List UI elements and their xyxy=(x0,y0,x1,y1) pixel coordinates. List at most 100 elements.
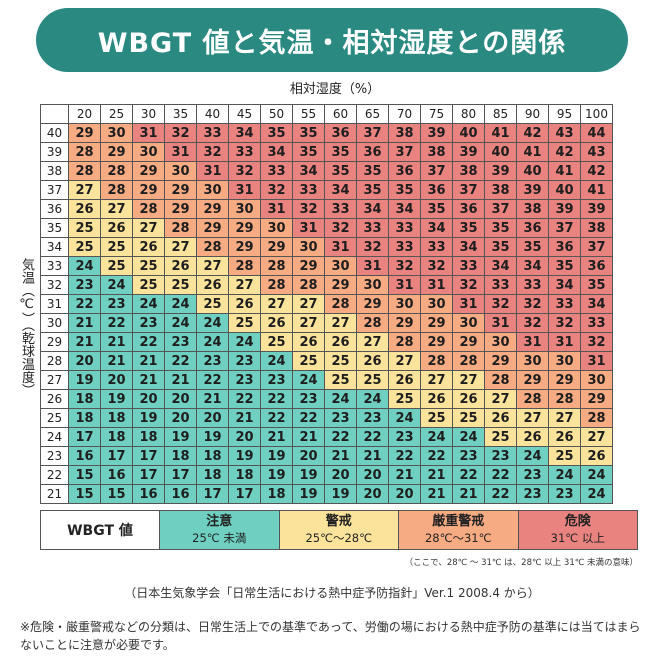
wbgt-cell: 18 xyxy=(100,408,133,428)
wbgt-cell: 34 xyxy=(548,275,581,295)
wbgt-table: 20 25 30 35 40 45 50 55 60 65 70 75 80 85 90 95 100 40 29… xyxy=(40,104,613,504)
table-row: 30 21 22 23 24 24 25 26 27 27 28 29 29 30 31 32 32 33 xyxy=(40,313,613,333)
wbgt-cell: 19 xyxy=(100,389,133,409)
wbgt-cell: 26 xyxy=(68,199,101,219)
wbgt-cell: 28 xyxy=(132,199,165,219)
humidity-col-header: 60 xyxy=(324,104,357,124)
wbgt-cell: 23 xyxy=(228,351,261,371)
wbgt-cell: 28 xyxy=(100,161,133,181)
temperature-axis-label: 気温（℃）（乾球温度） xyxy=(19,258,34,397)
wbgt-cell: 17 xyxy=(132,465,165,485)
wbgt-cell: 37 xyxy=(420,161,453,181)
wbgt-cell: 30 xyxy=(132,142,165,162)
wbgt-cell: 19 xyxy=(68,370,101,390)
wbgt-cell: 26 xyxy=(228,294,261,314)
wbgt-cell: 22 xyxy=(452,465,485,485)
wbgt-cell: 24 xyxy=(228,332,261,352)
wbgt-cell: 40 xyxy=(484,142,517,162)
wbgt-cell: 29 xyxy=(228,237,261,257)
wbgt-cell: 21 xyxy=(164,370,197,390)
wbgt-cell: 23 xyxy=(388,427,421,447)
humidity-col-header: 55 xyxy=(292,104,325,124)
wbgt-cell: 19 xyxy=(228,446,261,466)
wbgt-cell: 34 xyxy=(388,199,421,219)
humidity-col-header: 75 xyxy=(420,104,453,124)
wbgt-cell: 29 xyxy=(388,313,421,333)
wbgt-cell: 39 xyxy=(580,199,613,219)
humidity-col-header: 45 xyxy=(228,104,261,124)
source-citation: （日本生気象学会「日常生活における熱中症予防指針」Ver.1 2008.4 から… xyxy=(124,586,540,600)
wbgt-cell: 17 xyxy=(132,446,165,466)
table-row: 31 22 23 24 24 25 26 27 27 28 29 30 30 31 32 32 33 34 xyxy=(40,294,613,314)
wbgt-cell: 34 xyxy=(228,123,261,143)
wbgt-cell: 31 xyxy=(228,180,261,200)
table-row: 32 23 24 25 25 26 27 28 28 29 30 31 31 32 33 33 34 35 xyxy=(40,275,613,295)
wbgt-cell: 28 xyxy=(580,408,613,428)
temperature-row-header: 40 xyxy=(40,123,69,143)
wbgt-cell: 30 xyxy=(356,275,389,295)
wbgt-cell: 39 xyxy=(548,199,581,219)
wbgt-cell: 27 xyxy=(420,370,453,390)
wbgt-cell: 29 xyxy=(324,275,357,295)
wbgt-cell: 21 xyxy=(100,332,133,352)
legend-note: （ここで、28℃ 〜 31℃ は、28℃ 以上 31℃ 未満の意味） xyxy=(404,558,638,568)
wbgt-cell: 27 xyxy=(388,351,421,371)
table-row: 29 21 21 22 23 24 24 25 26 26 27 28 29 29 30 31 31 32 xyxy=(40,332,613,352)
wbgt-cell: 35 xyxy=(292,123,325,143)
temperature-row-header: 24 xyxy=(40,427,69,447)
wbgt-cell: 30 xyxy=(580,370,613,390)
temperature-row-header: 23 xyxy=(40,446,69,466)
wbgt-cell: 36 xyxy=(516,218,549,238)
legend-head: WBGT 値 xyxy=(41,511,159,549)
table-row: 22 15 16 17 17 18 18 19 19 20 20 21 21 22 22 23 24 24 xyxy=(40,465,613,485)
wbgt-cell: 36 xyxy=(356,142,389,162)
humidity-col-header: 80 xyxy=(452,104,485,124)
wbgt-cell: 20 xyxy=(196,408,229,428)
wbgt-cell: 24 xyxy=(164,294,197,314)
humidity-col-header: 25 xyxy=(100,104,133,124)
wbgt-cell: 30 xyxy=(452,313,485,333)
wbgt-cell: 27 xyxy=(68,180,101,200)
wbgt-cell: 36 xyxy=(452,199,485,219)
temperature-row-header: 39 xyxy=(40,142,69,162)
wbgt-cell: 25 xyxy=(548,446,581,466)
wbgt-cell: 21 xyxy=(132,370,165,390)
wbgt-cell: 31 xyxy=(292,218,325,238)
wbgt-cell: 31 xyxy=(484,313,517,333)
wbgt-cell: 28 xyxy=(484,370,517,390)
wbgt-cell: 32 xyxy=(164,123,197,143)
table-row: 26 18 19 20 20 21 22 22 23 24 24 25 26 26 27 28 28 29 xyxy=(40,389,613,409)
humidity-col-header: 85 xyxy=(484,104,517,124)
wbgt-cell: 15 xyxy=(100,484,133,504)
wbgt-cell: 28 xyxy=(420,351,453,371)
wbgt-cell: 36 xyxy=(548,237,581,257)
wbgt-cell: 26 xyxy=(484,408,517,428)
wbgt-cell: 29 xyxy=(196,199,229,219)
table-corner xyxy=(40,104,69,124)
wbgt-cell: 31 xyxy=(164,142,197,162)
wbgt-cell: 22 xyxy=(68,294,101,314)
wbgt-cell: 20 xyxy=(68,351,101,371)
legend-warning-name: 警戒 xyxy=(325,514,352,529)
wbgt-cell: 26 xyxy=(196,275,229,295)
wbgt-cell: 18 xyxy=(196,465,229,485)
wbgt-cell: 20 xyxy=(388,484,421,504)
wbgt-cell: 26 xyxy=(420,389,453,409)
wbgt-cell: 25 xyxy=(100,256,133,276)
wbgt-cell: 18 xyxy=(228,465,261,485)
wbgt-cell: 23 xyxy=(452,446,485,466)
wbgt-cell: 30 xyxy=(164,161,197,181)
wbgt-cell: 33 xyxy=(260,161,293,181)
wbgt-cell: 21 xyxy=(68,332,101,352)
legend-warning-range: 25℃〜28℃ xyxy=(305,531,373,545)
wbgt-cell: 31 xyxy=(356,256,389,276)
wbgt-cell: 30 xyxy=(484,332,517,352)
wbgt-cell: 15 xyxy=(68,484,101,504)
wbgt-cell: 16 xyxy=(164,484,197,504)
wbgt-cell: 17 xyxy=(196,484,229,504)
wbgt-cell: 31 xyxy=(420,275,453,295)
wbgt-cell: 37 xyxy=(484,199,517,219)
wbgt-cell: 26 xyxy=(356,351,389,371)
wbgt-table-body: 40 29 30 31 32 33 34 35 35 36 37 38 39 40 41 42 43 44 39 28… xyxy=(40,123,613,504)
wbgt-cell: 31 xyxy=(548,332,581,352)
